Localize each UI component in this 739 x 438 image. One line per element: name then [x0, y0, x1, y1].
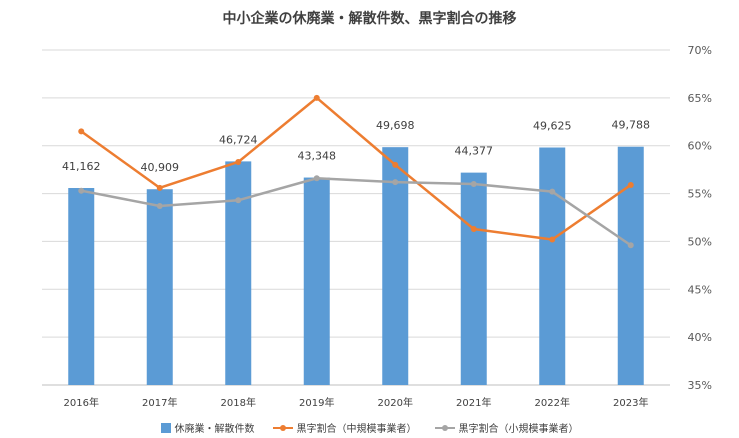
bar-data-label: 40,909: [141, 161, 180, 174]
y-tick-label: 70%: [688, 44, 712, 57]
bar: [146, 189, 173, 385]
series-point: [470, 225, 477, 232]
series-point: [235, 158, 242, 165]
series-point: [392, 179, 399, 186]
x-tick-label: 2022年: [535, 396, 570, 409]
series-line: [80, 96, 632, 241]
bar-data-label: 46,724: [219, 133, 258, 146]
legend-item-small: 黒字割合（小規模事業者）: [434, 420, 579, 435]
bar-data-label: 43,348: [298, 150, 337, 163]
bar-data-label: 41,162: [62, 160, 101, 173]
series-point: [549, 188, 556, 195]
y-tick-label: 60%: [688, 140, 712, 153]
legend-item-bars: 休廃業・解散件数: [160, 420, 255, 435]
bar: [382, 147, 409, 385]
legend-label-medium: 黒字割合（中規模事業者）: [296, 424, 417, 435]
x-tick-label: 2021年: [456, 396, 491, 409]
bar: [225, 161, 252, 385]
bar: [68, 188, 95, 385]
y-tick-label: 55%: [688, 188, 712, 201]
combo-chart: 35% 40% 45% 50% 55% 60% 65% 70% 41,162 40,909 46,7…: [42, 44, 712, 409]
series-line: [81, 177, 632, 247]
x-tick-label: 2023年: [613, 396, 648, 409]
y-tick-label: 50%: [688, 235, 712, 248]
series-point: [549, 236, 556, 243]
legend-swatch-medium: [272, 423, 293, 433]
y-tick-label: 65%: [688, 92, 712, 105]
bar: [539, 147, 566, 385]
bar: [303, 177, 330, 385]
chart-title: 中小企業の休廃業・解散件数、黒字割合の推移: [222, 11, 517, 27]
series-point: [156, 184, 163, 191]
legend-swatch-bar: [160, 422, 171, 433]
series-point: [78, 187, 85, 194]
y-tick-label: 45%: [688, 283, 712, 296]
legend-label-small: 黒字割合（小規模事業者）: [458, 424, 579, 435]
series-point: [78, 128, 85, 135]
x-tick-label: 2020年: [378, 396, 413, 409]
y-tick-label: 35%: [688, 379, 712, 392]
y-tick-label: 40%: [688, 331, 712, 344]
series-point: [156, 203, 163, 210]
x-tick-label: 2017年: [142, 396, 177, 409]
bar-data-label: 49,788: [612, 119, 651, 132]
bar: [460, 172, 487, 385]
bar-data-label: 49,625: [533, 120, 572, 133]
series-point: [313, 175, 320, 182]
series-point: [313, 94, 320, 101]
legend-item-medium: 黒字割合（中規模事業者）: [272, 420, 417, 435]
x-tick-label: 2018年: [221, 396, 256, 409]
x-tick-label: 2019年: [299, 396, 334, 409]
legend-label-bars: 休廃業・解散件数: [174, 424, 255, 435]
bar-data-label: 49,698: [376, 119, 415, 132]
series-point: [470, 181, 477, 187]
series-point: [235, 197, 242, 204]
legend-swatch-small: [434, 423, 455, 433]
chart-legend: 休廃業・解散件数 黒字割合（中規模事業者） 黒字割合（小規模事業者）: [0, 420, 739, 435]
bar-data-label: 44,377: [455, 145, 494, 158]
series-point: [392, 161, 399, 168]
series-point: [627, 242, 634, 249]
series-point: [627, 181, 634, 188]
x-tick-label: 2016年: [64, 396, 99, 409]
